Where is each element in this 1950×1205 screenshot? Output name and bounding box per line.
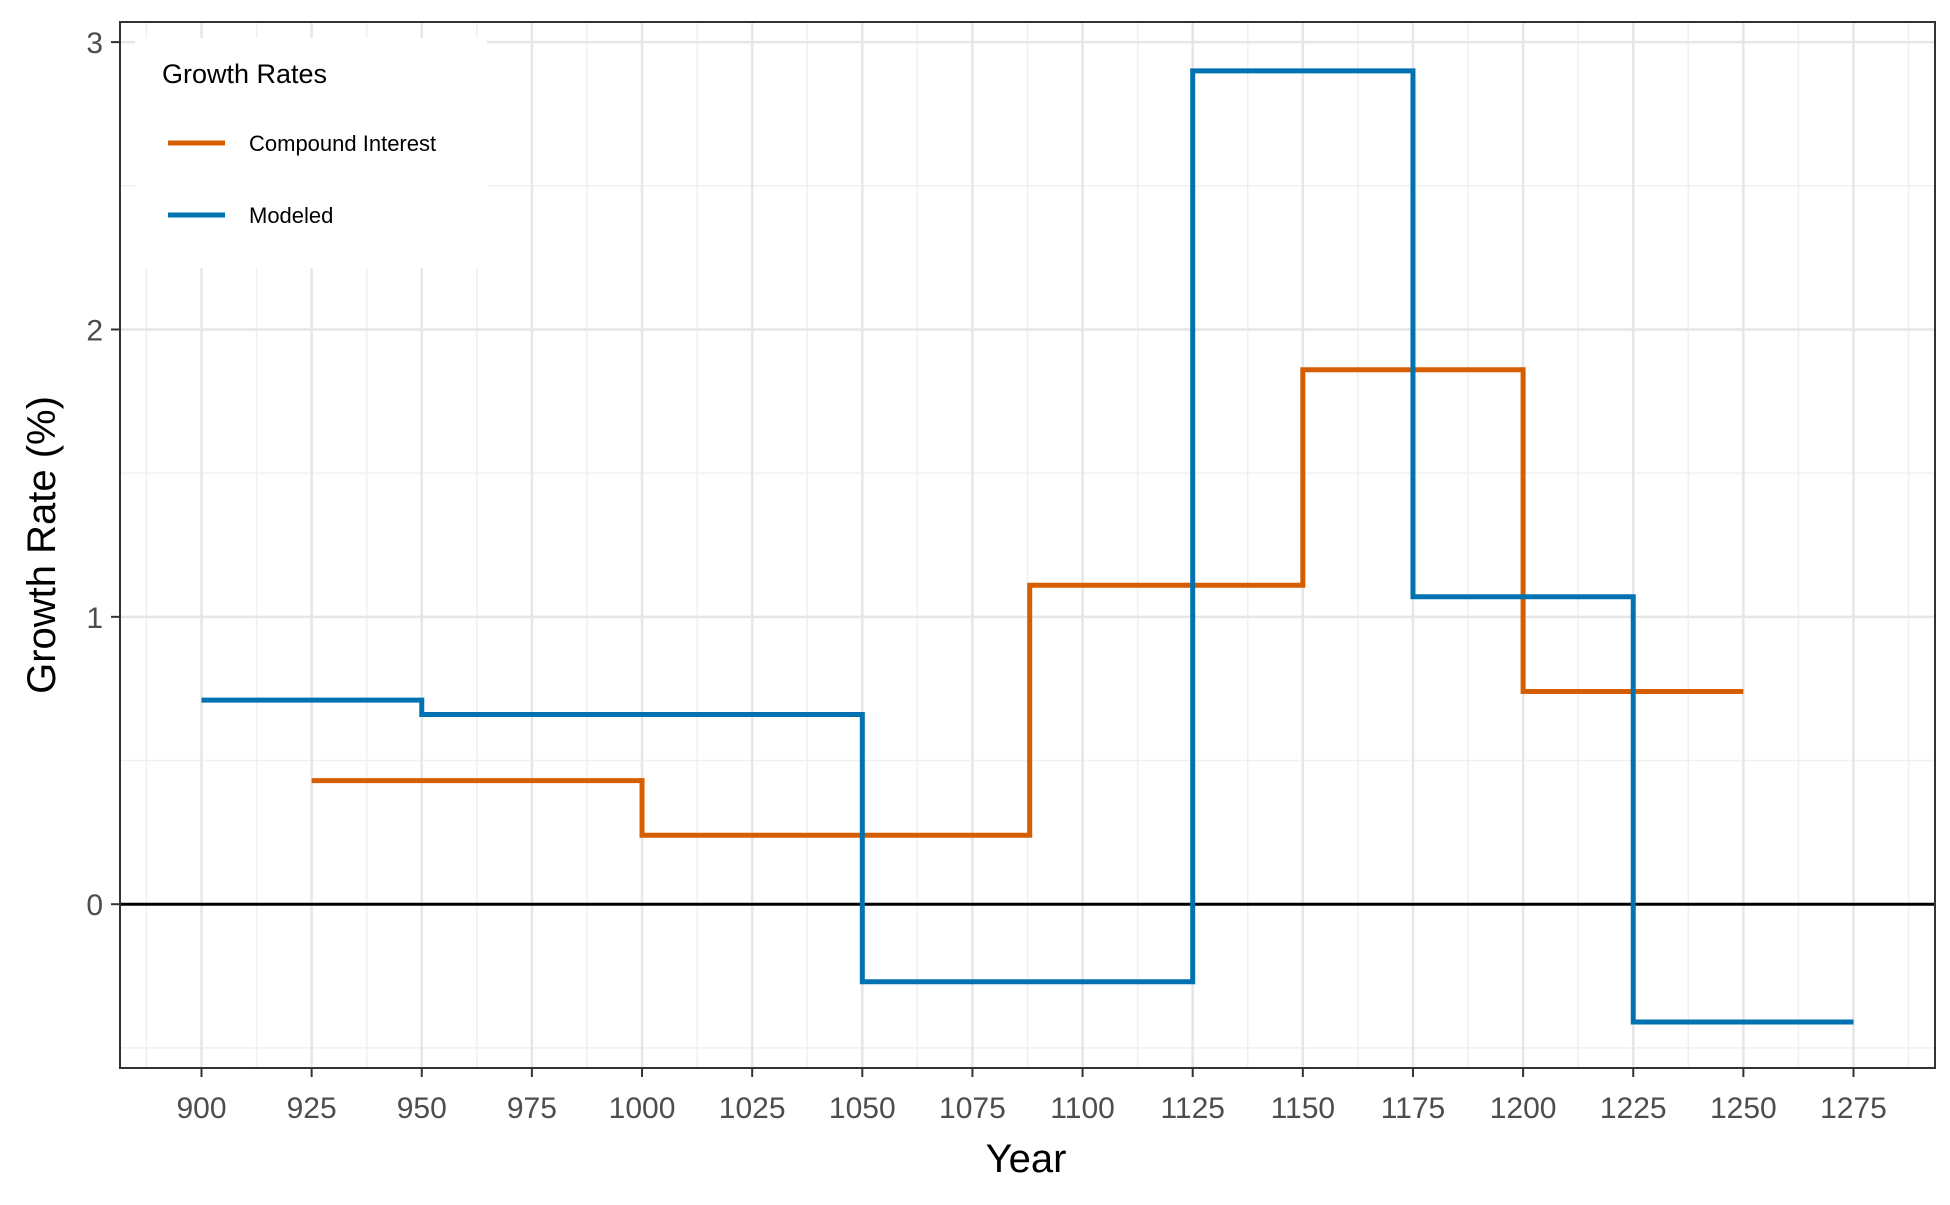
x-tick-label: 1275 [1820,1092,1887,1125]
series-line-modeled [201,68,1854,1025]
x-tick-label: 1175 [1381,1092,1446,1125]
x-tick-label: 1075 [939,1092,1006,1125]
x-tick-label: 975 [507,1092,557,1125]
legend: Growth Rates Compound Interest Modeled [135,38,487,268]
y-axis-title: Growth Rate (%) [20,396,64,694]
x-tick-label: 1125 [1160,1092,1225,1125]
x-tick-label: 925 [287,1092,337,1125]
axis-layer: 900 925 950 975 1000 1025 1050 1075 1100 1125 1150… [86,27,1887,1125]
legend-items: Compound Interest Modeled [168,131,436,228]
series-layer [201,68,1854,1025]
x-tick-label: 1100 [1050,1092,1115,1125]
x-tick-label: 1000 [609,1092,676,1125]
y-tick-label: 0 [86,889,103,922]
x-tick-label: 1150 [1271,1092,1336,1125]
x-tick-label: 1225 [1600,1092,1667,1125]
x-tick-label: 1250 [1710,1092,1777,1125]
x-tick-label: 1200 [1490,1092,1557,1125]
x-axis-title: Year [986,1137,1067,1181]
x-tick-label: 950 [397,1092,447,1125]
panel-border [119,21,1936,1069]
y-tick-label: 3 [86,27,103,60]
legend-label: Compound Interest [249,131,436,156]
y-tick-label: 1 [86,602,103,635]
legend-title: Growth Rates [162,59,327,89]
legend-label: Modeled [249,203,333,228]
x-tick-label: 1050 [829,1092,896,1125]
series-line-compound-interest [311,367,1744,838]
legend-background [135,38,487,268]
y-tick-label: 2 [86,314,103,347]
x-tick-label: 900 [176,1092,226,1125]
x-tick-label: 1025 [719,1092,786,1125]
